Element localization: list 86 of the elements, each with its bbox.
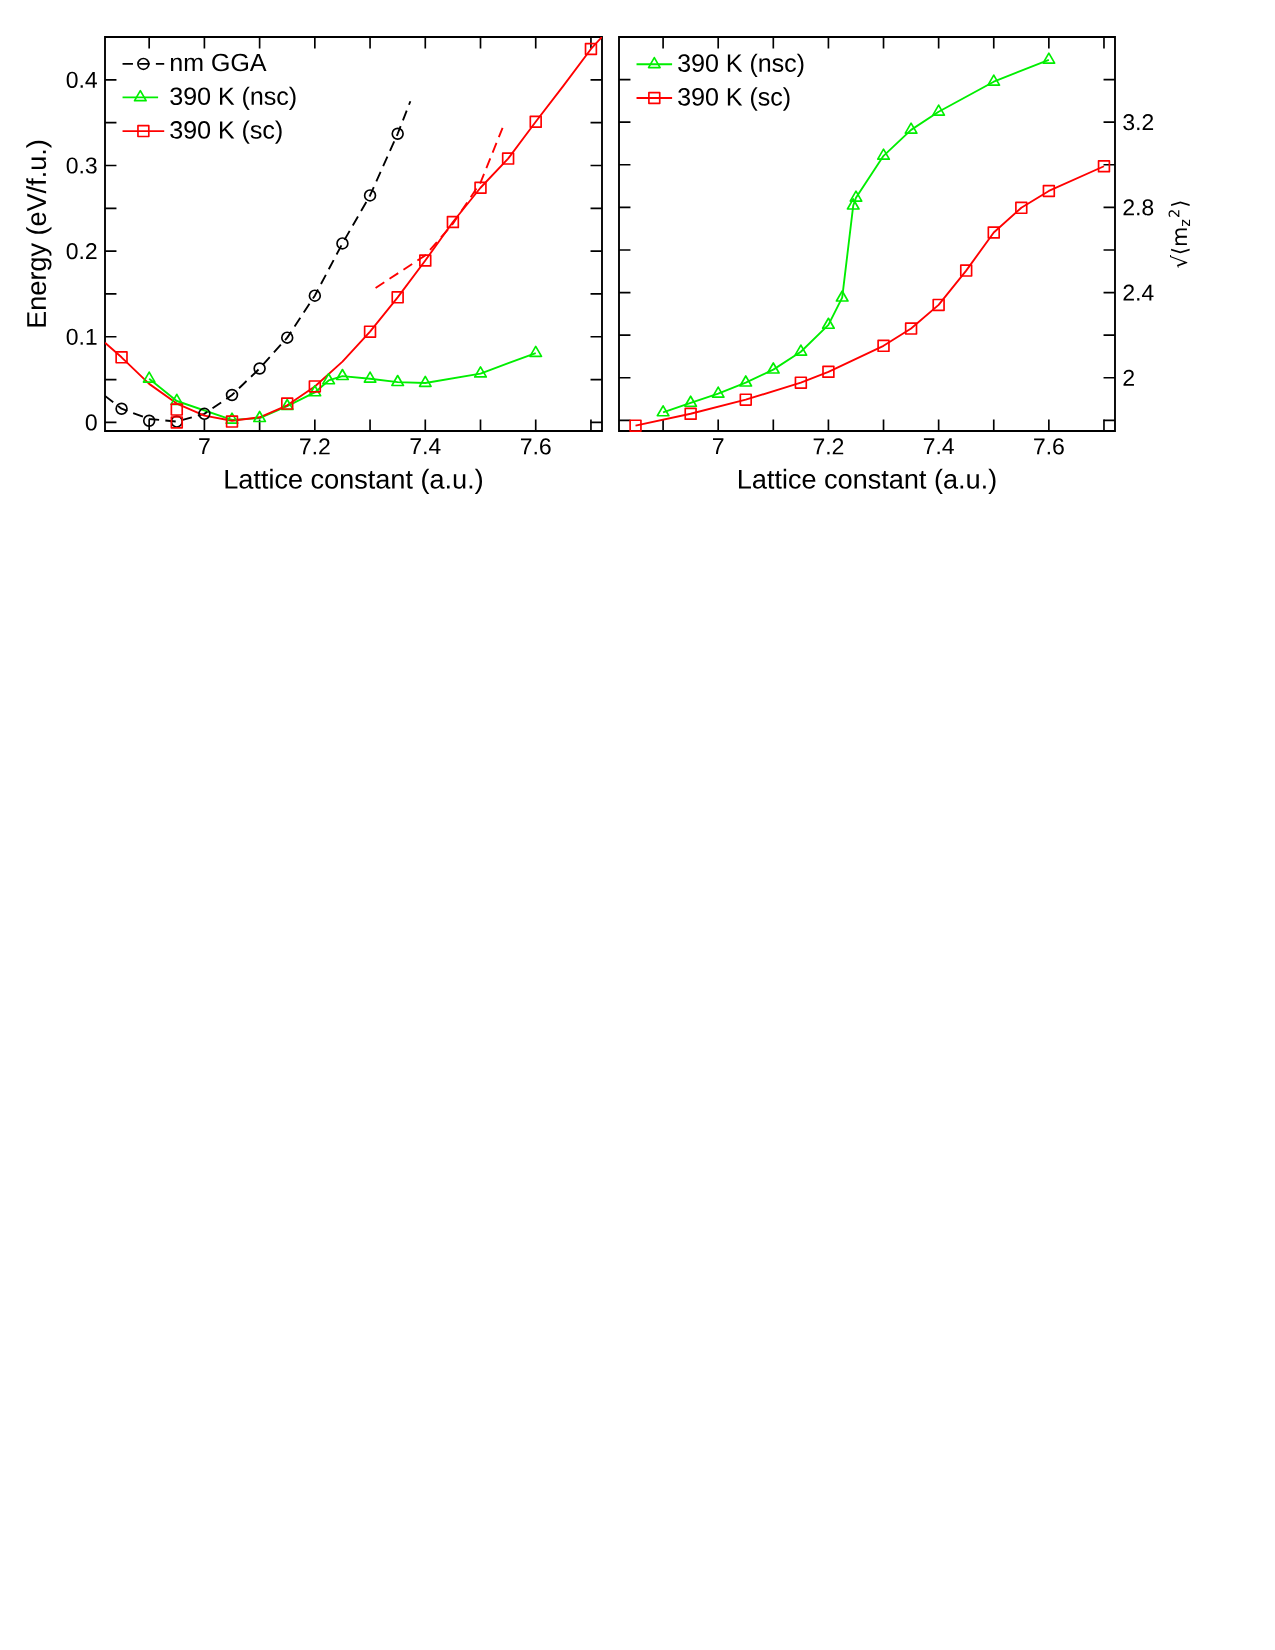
point bbox=[363, 371, 377, 383]
point bbox=[322, 372, 336, 385]
y-tick-label: 0 bbox=[85, 414, 97, 431]
point bbox=[1042, 184, 1056, 198]
point bbox=[529, 345, 543, 358]
y2-tick-label: 2.4 bbox=[1123, 284, 1154, 301]
legend-label: nm GGA bbox=[170, 53, 267, 72]
point bbox=[115, 402, 128, 415]
point bbox=[280, 331, 294, 344]
point bbox=[142, 414, 156, 427]
point bbox=[821, 317, 836, 330]
x-tick-label: 7 bbox=[713, 438, 724, 455]
point bbox=[794, 344, 808, 356]
point bbox=[849, 190, 863, 202]
point bbox=[253, 362, 266, 375]
point bbox=[446, 215, 460, 229]
point bbox=[876, 148, 891, 160]
point bbox=[835, 290, 849, 302]
x-tick-label: 7.2 bbox=[300, 438, 330, 455]
y-axis-title: Energy (eV/f.u.) bbox=[26, 140, 52, 327]
point bbox=[684, 407, 697, 420]
point bbox=[501, 152, 515, 165]
point bbox=[822, 365, 835, 379]
y-tick-label: 0.1 bbox=[66, 328, 97, 345]
point bbox=[904, 122, 918, 135]
x-tick-label: 7.6 bbox=[1034, 438, 1064, 455]
point bbox=[794, 376, 808, 389]
point bbox=[1097, 160, 1111, 173]
x-tick-label: 7.4 bbox=[410, 438, 441, 455]
x-tick-label: 7.6 bbox=[520, 438, 551, 455]
y2-tick-label: 3.2 bbox=[1123, 114, 1154, 131]
point bbox=[629, 419, 642, 432]
point bbox=[474, 181, 487, 194]
point bbox=[198, 407, 211, 421]
point bbox=[959, 264, 973, 277]
legend-label: 390 K (nsc) bbox=[170, 86, 296, 110]
point bbox=[766, 362, 780, 374]
point bbox=[904, 322, 918, 335]
point bbox=[656, 404, 670, 417]
legend-label: 390 K (sc) bbox=[170, 120, 282, 144]
y-tick-label: 0.2 bbox=[66, 243, 97, 260]
point bbox=[391, 127, 404, 141]
x-axis-title: Lattice constant (a.u.) bbox=[739, 468, 996, 495]
point bbox=[308, 289, 322, 302]
point bbox=[473, 366, 488, 378]
point bbox=[684, 395, 698, 408]
point bbox=[739, 393, 753, 406]
point bbox=[1015, 201, 1028, 215]
line-series bbox=[374, 126, 504, 289]
y2-axis-title: √⟨m$_{z}$$^{2}$⟩ bbox=[1168, 201, 1191, 268]
y2-tick-label: 2 bbox=[1123, 369, 1134, 386]
point bbox=[529, 115, 542, 129]
legend-label: 390 K (nsc) bbox=[678, 53, 804, 77]
point bbox=[308, 380, 322, 393]
point bbox=[846, 198, 860, 210]
x-tick-label: 7.2 bbox=[813, 438, 844, 455]
point bbox=[391, 291, 404, 304]
point bbox=[418, 375, 432, 388]
point bbox=[335, 368, 350, 381]
point bbox=[932, 104, 946, 116]
x-axis-title: Lattice constant (a.u.) bbox=[225, 468, 483, 495]
legend-label: 390 K (sc) bbox=[678, 87, 790, 111]
x-tick-label: 7.4 bbox=[923, 438, 954, 455]
y-tick-label: 0.4 bbox=[66, 71, 97, 88]
x-tick-label: 7 bbox=[199, 438, 210, 455]
point bbox=[253, 410, 267, 423]
point bbox=[115, 351, 128, 364]
point bbox=[225, 388, 239, 402]
point bbox=[391, 374, 405, 387]
point bbox=[419, 254, 432, 267]
point bbox=[142, 371, 156, 383]
point bbox=[336, 237, 349, 250]
point bbox=[987, 226, 1001, 239]
point bbox=[308, 384, 322, 397]
point bbox=[363, 189, 377, 202]
point bbox=[711, 386, 725, 398]
point bbox=[584, 42, 598, 56]
point bbox=[932, 298, 945, 312]
y2-tick-label: 2.8 bbox=[1123, 199, 1154, 216]
point bbox=[1042, 52, 1056, 64]
point bbox=[363, 325, 377, 338]
point bbox=[739, 375, 753, 387]
point bbox=[877, 339, 890, 353]
y-tick-label: 0.3 bbox=[66, 157, 97, 174]
point bbox=[987, 74, 1001, 86]
point bbox=[170, 403, 184, 416]
